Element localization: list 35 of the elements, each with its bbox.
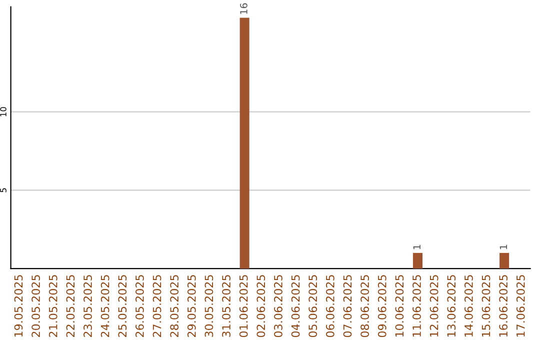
x-tick-label: 06.06.2025 <box>326 275 334 338</box>
x-tick-label: 28.05.2025 <box>170 275 179 337</box>
x-tick-label: 02.06.2025 <box>256 275 266 338</box>
data-label: 1 <box>500 244 507 250</box>
x-tick-label: 23.05.2025 <box>84 275 92 337</box>
x-tick-label: 13.06.2025 <box>447 275 456 337</box>
x-tick-label: 21.05.2025 <box>48 275 58 337</box>
x-tick-label: 10.06.2025 <box>395 275 404 337</box>
x-tick-label: 20.05.2025 <box>32 275 40 337</box>
x-tick-label: 29.05.2025 <box>187 275 196 337</box>
x-tick-label: 15.06.2025 <box>482 275 490 337</box>
x-tick-label: 31.05.2025 <box>222 275 230 337</box>
x-tick-label: 03.06.2025 <box>274 275 282 338</box>
x-tick-label: 30.05.2025 <box>204 275 214 337</box>
x-tick-label: 22.05.2025 <box>66 275 75 337</box>
x-tick-label: 08.06.2025 <box>360 275 369 338</box>
x-tick-label: 09.06.2025 <box>378 275 386 338</box>
x-tick-label: 01.06.2025 <box>239 275 248 338</box>
data-label: 16 <box>240 3 248 14</box>
x-tick-label: 04.06.2025 <box>291 275 300 338</box>
data-label: 1 <box>413 244 420 250</box>
x-tick-label: 16.06.2025 <box>499 275 508 337</box>
x-tick-label: 11.06.2025 <box>412 275 421 337</box>
x-tick-label: 27.05.2025 <box>152 275 162 337</box>
x-tick-label: 07.06.2025 <box>343 275 352 338</box>
x-tick-label: 26.05.2025 <box>135 275 144 337</box>
y-tick-label: 10 <box>0 107 6 116</box>
x-tick-label: 25.05.2025 <box>118 275 127 337</box>
x-tick-label: 17.06.2025 <box>516 275 525 337</box>
x-tick-label: 19.05.2025 <box>14 275 23 337</box>
x-tick-label: 14.06.2025 <box>464 275 473 337</box>
x-tick-label: 24.05.2025 <box>100 275 110 337</box>
x-tick-label: 05.06.2025 <box>308 275 318 338</box>
y-tick-label: 5 <box>0 188 6 192</box>
x-tick-label: 12.06.2025 <box>430 275 438 337</box>
